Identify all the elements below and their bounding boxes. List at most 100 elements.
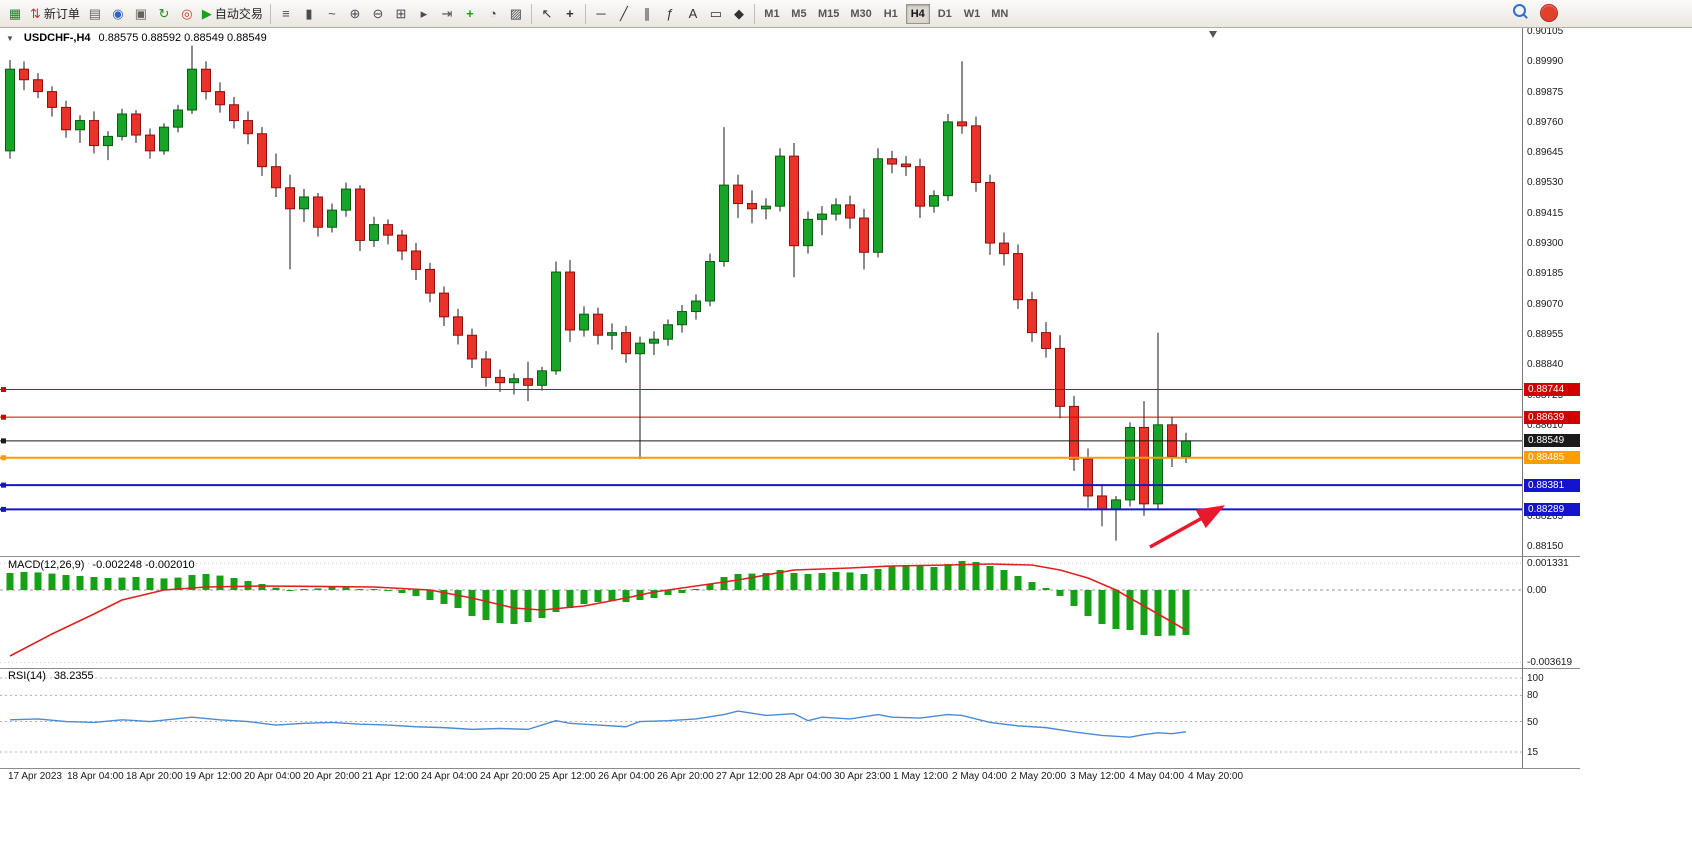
shapes-icon[interactable]: ◆ (728, 3, 750, 25)
fibonacci-icon[interactable]: ƒ (659, 3, 681, 25)
macd-histogram-bar (860, 574, 868, 590)
candle-body-up (299, 196, 309, 210)
macd-histogram-bar (174, 577, 182, 590)
candle (873, 148, 883, 258)
macd-histogram-bar (594, 590, 602, 602)
search-icon[interactable] (1513, 4, 1526, 17)
templates-icon[interactable]: ▨ (505, 3, 527, 25)
zoom-in-icon: ⊕ (349, 6, 361, 21)
macd-histogram-bar (314, 588, 322, 590)
horizontal-line-icon[interactable]: ─ (590, 3, 612, 25)
new-chart-icon: ▦ (8, 6, 22, 21)
timeframe-button-m30[interactable]: M30 (846, 4, 875, 24)
candle-body-down (131, 113, 141, 136)
candle-body-up (649, 338, 659, 344)
profiles-icon[interactable]: ▤ (84, 3, 106, 25)
resistance-line-handle[interactable] (1, 414, 6, 420)
candle (201, 61, 211, 100)
candle-body-down (201, 68, 211, 93)
auto-scroll-icon: ▸ (420, 6, 428, 21)
candle-body-down (1013, 253, 1023, 301)
macd-histogram-bar (874, 569, 882, 590)
candle (33, 73, 43, 99)
candle (831, 198, 841, 221)
label-icon[interactable]: ▭ (705, 3, 727, 25)
candle-body-up (831, 204, 841, 215)
candle (481, 351, 491, 387)
periods-icon: ◔ (489, 6, 497, 21)
line-chart-mode-icon[interactable]: ~ (321, 3, 343, 25)
macd-histogram-bar (468, 590, 476, 616)
annotation-arrow[interactable] (1149, 505, 1226, 549)
periods-icon[interactable]: ◔ (482, 3, 504, 25)
new-order-button[interactable]: ⇅ 新订单 (27, 3, 83, 25)
candle (775, 148, 785, 212)
candle (677, 304, 687, 333)
timeframe-button-d1[interactable]: D1 (933, 4, 957, 24)
candle (369, 216, 379, 248)
timeframe-button-m1[interactable]: M1 (760, 4, 784, 24)
new-chart-icon[interactable]: ▦ (4, 3, 26, 25)
timeframe-button-m15[interactable]: M15 (814, 4, 843, 24)
channel-icon[interactable]: ∥ (636, 3, 658, 25)
candle (495, 369, 505, 392)
indicators-icon[interactable]: + (459, 3, 481, 25)
candle (1027, 291, 1037, 342)
zoom-out-icon[interactable]: ⊖ (367, 3, 389, 25)
timeframe-button-h4[interactable]: H4 (905, 3, 930, 24)
crosshair-icon[interactable]: + (559, 3, 581, 25)
timeframe-button-mn[interactable]: MN (987, 4, 1012, 24)
candle-body-up (691, 300, 701, 313)
autotrading-button-label: 自动交易 (214, 7, 263, 21)
metaeditor-icon: ◉ (112, 6, 124, 21)
candlestick-mode-icon[interactable]: ▮ (298, 3, 320, 25)
new-order-button: ⇅ (30, 6, 41, 21)
candle (47, 86, 57, 117)
candle-body-down (285, 187, 295, 210)
chart-shift-icon[interactable]: ⇥ (436, 3, 458, 25)
tile-windows-icon[interactable]: ⊞ (390, 3, 412, 25)
candle (75, 115, 85, 143)
cursor-icon[interactable]: ↖ (536, 3, 558, 25)
candle (61, 100, 71, 138)
candle (411, 243, 421, 280)
candle (271, 153, 281, 197)
auto-scroll-icon[interactable]: ▸ (413, 3, 435, 25)
candle (985, 174, 995, 255)
timeframe-button-m5[interactable]: M5 (787, 4, 811, 24)
timeframe-button-h1[interactable]: H1 (879, 4, 903, 24)
candle (5, 59, 15, 159)
notification-badge[interactable] (1540, 4, 1558, 22)
trendline-icon[interactable]: ╱ (613, 3, 635, 25)
support-line-handle[interactable] (1, 482, 6, 488)
support-line-handle[interactable] (1, 506, 6, 512)
refresh-icon[interactable]: ↻ (153, 3, 175, 25)
chart-shift-marker[interactable] (1209, 31, 1217, 38)
mail-icon[interactable]: ▣ (130, 3, 152, 25)
resistance-line-handle[interactable] (1, 387, 6, 393)
candle-body-up (103, 135, 113, 147)
autotrading-button[interactable]: ▶ 自动交易 (199, 3, 266, 25)
support-line-handle[interactable] (1, 455, 6, 461)
timeframe-button-w1[interactable]: W1 (960, 4, 985, 24)
macd-histogram-bar (1168, 590, 1176, 636)
candle (19, 61, 29, 91)
candle-body-down (397, 234, 407, 252)
candle (845, 195, 855, 229)
candle-body-up (327, 209, 337, 228)
bar-chart-mode-icon[interactable]: ≡ (275, 3, 297, 25)
macd-histogram-bar (678, 590, 686, 593)
text-icon[interactable]: A (682, 3, 704, 25)
candle-body-down (355, 188, 365, 241)
candle (551, 261, 561, 375)
strategy-tester-icon[interactable]: ◎ (176, 3, 198, 25)
zoom-in-icon[interactable]: ⊕ (344, 3, 366, 25)
indicators-icon: + (466, 6, 474, 21)
candle-body-down (411, 250, 421, 270)
new-order-button-label: 新订单 (43, 7, 80, 21)
current-price-handle[interactable] (1, 438, 6, 444)
candle (565, 260, 575, 342)
candle-body-down (985, 181, 995, 244)
metaeditor-icon[interactable]: ◉ (107, 3, 129, 25)
